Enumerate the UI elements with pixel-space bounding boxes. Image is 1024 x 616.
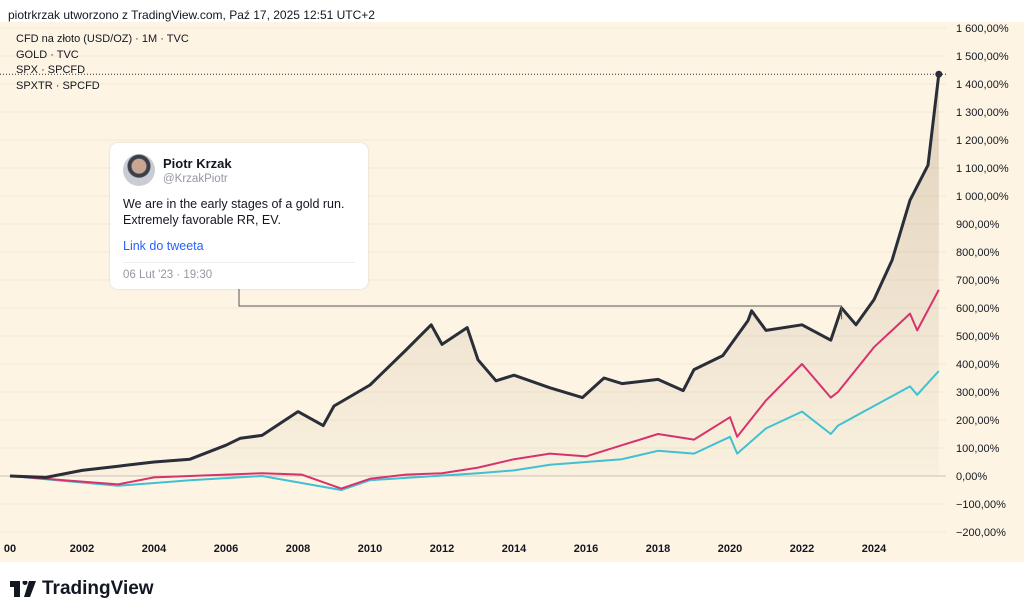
legend-item-spx[interactable]: SPX · SPCFD (16, 64, 86, 76)
x-tick-label: 2024 (862, 543, 887, 555)
y-tick-label: 1 500,00% (956, 51, 1009, 63)
y-tick-label: 600,00% (956, 303, 1000, 315)
y-tick-label: 200,00% (956, 415, 1000, 427)
chart-plot[interactable]: 1 600,00% 1 500,00% 1 400,00% 1 300,00% 1 20… (0, 22, 1024, 562)
tweet-handle: @KrzakPiotr (163, 173, 228, 185)
x-tick-label: 2018 (646, 543, 670, 555)
y-axis-background (946, 22, 1024, 562)
x-tick-label: 2008 (286, 543, 310, 555)
spx-line (9, 289, 940, 490)
tweet-author: Piotr Krzak (163, 156, 232, 171)
x-tick-label: 2010 (358, 543, 382, 555)
y-tick-label: 900,00% (956, 219, 1000, 231)
y-tick-label: 1 300,00% (956, 107, 1009, 119)
x-tick-label: 2022 (790, 543, 814, 555)
legend-item-gold[interactable]: GOLD · TVC (16, 48, 79, 61)
legend: CFD na złoto (USD/OZ) · 1M · TVC GOLD · … (16, 32, 189, 94)
y-tick-label: 700,00% (956, 275, 1000, 287)
tradingview-logo-icon (10, 581, 36, 597)
y-tick-label: 100,00% (956, 443, 1000, 455)
tweet-text: We are in the early stages of a gold run… (123, 197, 345, 227)
y-tick-label: 300,00% (956, 387, 1000, 399)
chart-header: piotrkrzak utworzono z TradingView.com, … (8, 8, 375, 22)
y-tick-label: 1 600,00% (956, 23, 1009, 35)
y-tick-label: 0,00% (956, 471, 987, 483)
y-tick-label: 1 000,00% (956, 191, 1009, 203)
tradingview-logo[interactable]: TradingView (10, 578, 154, 600)
y-tick-label: 500,00% (956, 331, 1000, 343)
y-tick-label: −200,00% (956, 527, 1006, 539)
x-tick-label: 00 (4, 543, 16, 555)
y-tick-label: 1 400,00% (956, 79, 1009, 91)
tradingview-logo-text: TradingView (42, 578, 154, 599)
y-tick-label: 1 200,00% (956, 135, 1009, 147)
divider (123, 262, 355, 263)
x-tick-label: 2004 (142, 543, 167, 555)
gold-line (9, 74, 941, 479)
x-tick-label: 2016 (574, 543, 598, 555)
x-tick-label: 2020 (718, 543, 742, 555)
x-tick-label: 2014 (502, 543, 527, 555)
tweet-card: Piotr Krzak @KrzakPiotr We are in the ea… (110, 143, 368, 289)
legend-item-spxtr[interactable]: SPXTR · SPCFD (16, 79, 100, 92)
x-tick-label: 2012 (430, 543, 454, 555)
gold-area-fill (10, 74, 939, 478)
x-tick-label: 2002 (70, 543, 94, 555)
avatar (123, 154, 155, 186)
plot-background (0, 22, 946, 562)
tweet-connector (238, 289, 843, 320)
gold-last-point (935, 70, 943, 78)
y-tick-label: 400,00% (956, 359, 1000, 371)
spxtr-line (9, 370, 940, 491)
tweet-link[interactable]: Link do tweeta (123, 239, 204, 253)
y-tick-label: 800,00% (956, 247, 1000, 259)
legend-item-gold-cfd[interactable]: CFD na złoto (USD/OZ) · 1M · TVC (16, 33, 189, 45)
y-tick-label: −100,00% (956, 499, 1006, 511)
x-tick-label: 2006 (214, 543, 238, 555)
y-tick-label: 1 100,00% (956, 163, 1009, 175)
tweet-date: 06 Lut '23 · 19:30 (123, 269, 213, 281)
